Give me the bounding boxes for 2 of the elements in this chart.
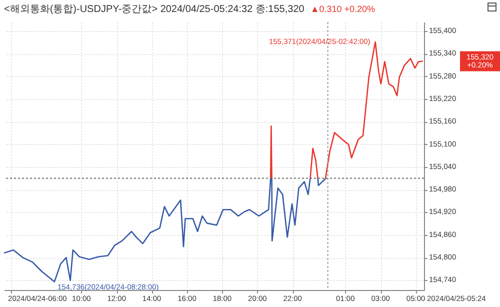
text: ▲0.310 +0.20% <box>310 4 376 14</box>
chart-title: <해외통화(통합)-USDJPY-중간값> 2024/04/25-05:24:32 종:155,320 <box>4 4 305 15</box>
